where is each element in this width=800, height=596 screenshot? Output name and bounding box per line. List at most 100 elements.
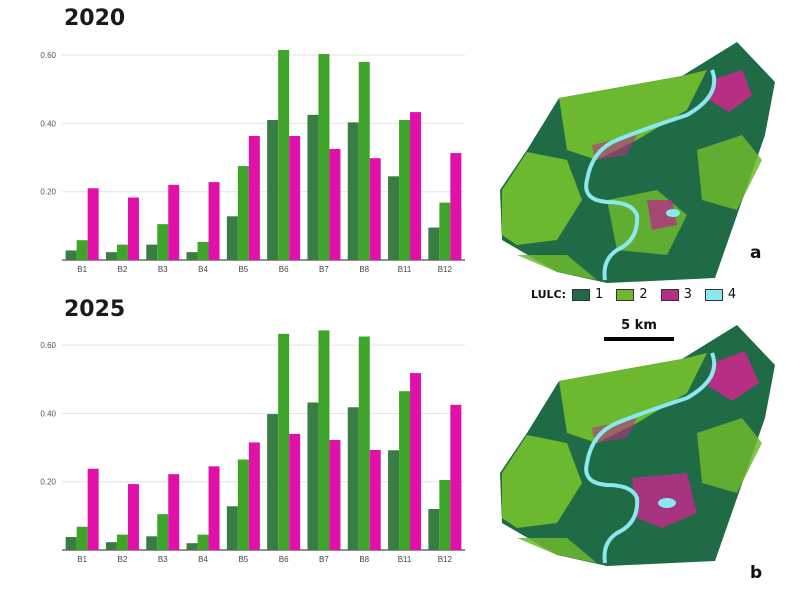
- x-tick-label: B3: [158, 555, 168, 564]
- bar-B1-series-1: [65, 537, 77, 550]
- bar-B11-series-1: [388, 450, 400, 550]
- map-zone-class2: [502, 152, 582, 245]
- bar-B11-series-3: [410, 112, 422, 260]
- map-zone-class3: [592, 135, 637, 160]
- map-zone-class2: [517, 255, 597, 280]
- map-zone-class3: [647, 200, 677, 230]
- map-zone-class2: [502, 435, 582, 528]
- x-tick-label: B1: [77, 555, 87, 564]
- bar-B7-series-2: [318, 54, 330, 260]
- x-tick-label: B5: [238, 555, 248, 564]
- bar-B4-series-2: [197, 241, 209, 260]
- bar-B4-series-2: [197, 534, 209, 550]
- map-zone-class2: [697, 135, 762, 210]
- bar-B2-series-2: [116, 534, 128, 550]
- bar-B6-series-1: [267, 414, 279, 550]
- bar-B5-series-3: [248, 442, 260, 550]
- y-tick-label: 0.60: [40, 341, 56, 350]
- legend-swatch-2: [616, 288, 635, 301]
- bar-B5-series-3: [248, 136, 260, 260]
- legend-swatch-4: [704, 288, 723, 301]
- panel-label-a: a: [750, 243, 762, 263]
- bar-B6-series-3: [289, 136, 301, 260]
- x-tick-label: B6: [279, 555, 289, 564]
- x-tick-label: B11: [398, 555, 412, 564]
- map-zone-class2: [559, 353, 707, 443]
- bar-B4-series-3: [208, 466, 220, 550]
- bar-B1-series-2: [76, 526, 88, 550]
- map-zone-class3: [709, 70, 752, 112]
- map-river: [584, 352, 717, 564]
- bar-B6-series-1: [267, 119, 279, 260]
- map-river: [584, 69, 717, 281]
- legend-label-3: 3: [683, 287, 692, 302]
- legend-label-2: 2: [639, 287, 648, 302]
- x-tick-label: B1: [77, 265, 87, 274]
- scale-bar-label: 5 km: [621, 318, 657, 333]
- bar-B7-series-1: [307, 114, 319, 260]
- map-zone-class3: [592, 418, 637, 443]
- legend-title: LULC:: [531, 288, 567, 301]
- bar-B6-series-2: [278, 49, 290, 261]
- bar-B11-series-2: [399, 119, 411, 260]
- panel-label-b: b: [750, 563, 763, 583]
- x-tick-label: B3: [158, 265, 168, 274]
- map-lake: [666, 209, 680, 217]
- x-tick-label: B5: [238, 265, 248, 274]
- bar-chart-2025: 0.20 0.40 0.60 B1 B2 B3 B4 B5 B6 B7 B8 B11 B12: [40, 330, 465, 564]
- bar-B2-series-2: [116, 244, 128, 260]
- bar-B5-series-1: [226, 506, 238, 550]
- bar-B7-series-3: [329, 149, 341, 260]
- bar-B8-series-2: [358, 61, 370, 261]
- y-tick-label: 0.20: [40, 188, 56, 197]
- bar-B8-series-1: [347, 122, 359, 260]
- x-tick-label: B4: [198, 555, 208, 564]
- y-tick-label: 0.60: [40, 51, 56, 60]
- x-tick-label: B7: [319, 265, 329, 274]
- bar-B3-series-2: [157, 224, 169, 260]
- y-tick-label: 0.20: [40, 478, 56, 487]
- x-tick-label: B6: [279, 265, 289, 274]
- bar-B12-series-1: [428, 509, 440, 550]
- lulc-legend: LULC: 1 2 3 4: [531, 287, 749, 302]
- bar-B4-series-1: [186, 252, 198, 260]
- bar-B8-series-3: [369, 449, 381, 550]
- map-zone-class2: [559, 70, 707, 160]
- bar-B11-series-1: [388, 176, 400, 260]
- bar-B7-series-1: [307, 402, 319, 550]
- lulc-map-2020: [500, 42, 775, 283]
- scale-bar: 5 km: [604, 318, 674, 341]
- bar-B8-series-3: [369, 158, 381, 260]
- bar-B3-series-3: [168, 184, 180, 260]
- bar-B2-series-1: [105, 252, 117, 260]
- bar-B12-series-3: [450, 404, 462, 550]
- bar-B3-series-2: [157, 514, 169, 550]
- bar-B3-series-1: [146, 244, 158, 260]
- lulc-map-2025: [500, 325, 775, 566]
- map-lake: [658, 498, 676, 508]
- x-tick-label: B8: [359, 265, 369, 274]
- map-zone-class3: [707, 351, 759, 401]
- bar-B2-series-3: [127, 484, 139, 550]
- x-tick-label: B12: [438, 265, 453, 274]
- scale-bar-line: [604, 337, 674, 341]
- x-tick-label: B12: [438, 555, 453, 564]
- legend-swatch-3: [660, 288, 679, 301]
- x-tick-label: B2: [118, 265, 128, 274]
- bar-B7-series-3: [329, 440, 341, 550]
- legend-swatch-1: [572, 288, 591, 301]
- bar-B8-series-1: [347, 407, 359, 550]
- legend-label-4: 4: [727, 287, 737, 302]
- bar-chart-2020: 0.20 0.40 0.60 B1 B2 B3 B4 B5 B6 B7 B8 B11 B12: [40, 49, 465, 274]
- bar-B1-series-1: [65, 250, 77, 260]
- x-tick-label: B7: [319, 555, 329, 564]
- bar-B1-series-3: [87, 468, 99, 550]
- map-zone-class2: [697, 418, 762, 493]
- bar-B12-series-2: [439, 202, 451, 260]
- bar-B6-series-3: [289, 433, 301, 550]
- bar-B3-series-3: [168, 474, 180, 550]
- bar-B12-series-2: [439, 479, 451, 550]
- bar-B1-series-2: [76, 240, 88, 260]
- bar-B7-series-2: [318, 330, 330, 550]
- bar-B5-series-1: [226, 216, 238, 260]
